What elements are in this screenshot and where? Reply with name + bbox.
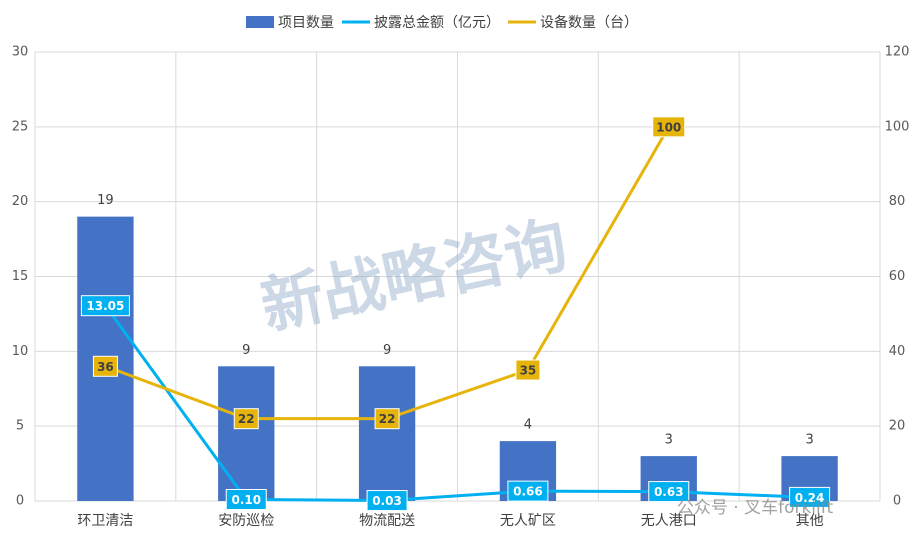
legend-label: 项目数量 bbox=[278, 15, 334, 31]
y2-tick-label: 120 bbox=[885, 45, 910, 60]
y2-tick-label: 100 bbox=[885, 119, 910, 134]
bar-value-label: 3 bbox=[805, 433, 813, 448]
x-tick-label: 其他 bbox=[796, 513, 824, 529]
legend-swatch bbox=[246, 16, 274, 28]
data-label-box bbox=[648, 481, 690, 503]
bar-value-label: 9 bbox=[242, 343, 250, 358]
data-label: 13.05 bbox=[86, 299, 124, 313]
y-tick-label: 5 bbox=[16, 419, 24, 434]
data-label: 0.10 bbox=[231, 493, 261, 507]
legend: 项目数量 披露总金额（亿元） 设备数量（台） bbox=[246, 14, 638, 31]
y2-tick-label: 60 bbox=[889, 269, 906, 284]
data-label-box bbox=[225, 489, 267, 511]
bar-value-label: 9 bbox=[383, 343, 391, 358]
data-label-box bbox=[92, 355, 118, 377]
line bbox=[104, 304, 810, 503]
y2-tick-label: 80 bbox=[889, 194, 906, 209]
grid bbox=[34, 51, 881, 502]
bar bbox=[218, 366, 275, 501]
data-label: 0.03 bbox=[372, 494, 402, 508]
x-tick-label: 环卫清洁 bbox=[77, 513, 133, 529]
labels: 0 5 10 15 20 25 30 0 20 40 60 80 100 120 环卫清洁 安防巡检 物流配送 无… bbox=[12, 45, 910, 530]
y-tick-label: 10 bbox=[12, 344, 29, 359]
data-label-box bbox=[80, 295, 130, 317]
legend-label: 设备数量（台） bbox=[540, 14, 638, 31]
data-label-box bbox=[515, 359, 541, 381]
x-tick-label: 安防巡检 bbox=[218, 513, 274, 529]
data-label-box bbox=[507, 480, 549, 502]
y-tick-label: 20 bbox=[12, 194, 29, 209]
y2-tick-label: 0 bbox=[893, 494, 901, 509]
y2-tick-label: 40 bbox=[889, 344, 906, 359]
x-tick-label: 无人矿区 bbox=[500, 513, 556, 529]
data-label: 22 bbox=[238, 412, 255, 426]
data-label: 22 bbox=[379, 412, 396, 426]
y-tick-label: 30 bbox=[12, 45, 29, 60]
data-label: 0.24 bbox=[795, 491, 825, 505]
y-tick-label: 15 bbox=[12, 269, 29, 284]
x-tick-label: 物流配送 bbox=[359, 513, 415, 529]
watermark: 公众号 · 叉车forklift bbox=[677, 498, 834, 518]
data-label-box bbox=[366, 490, 408, 512]
y2-tick-label: 20 bbox=[889, 419, 906, 434]
data-label: 35 bbox=[520, 364, 537, 378]
data-label-box bbox=[233, 408, 259, 430]
bar-value-label: 4 bbox=[524, 418, 532, 433]
y-tick-label: 25 bbox=[12, 119, 29, 134]
data-label: 36 bbox=[97, 360, 114, 374]
bar-value-label: 3 bbox=[665, 433, 673, 448]
legend-label: 披露总金额（亿元） bbox=[374, 15, 500, 31]
data-label: 100 bbox=[656, 120, 681, 134]
data-label: 0.63 bbox=[654, 485, 684, 499]
data-label-box bbox=[652, 116, 686, 138]
bar-value-label: 19 bbox=[97, 193, 114, 208]
bar bbox=[358, 366, 416, 501]
data-label: 0.66 bbox=[513, 485, 543, 499]
x-tick-label: 无人港口 bbox=[641, 513, 697, 529]
data-label-box bbox=[789, 486, 831, 508]
data-label-box bbox=[374, 408, 400, 430]
y-tick-label: 0 bbox=[16, 494, 24, 509]
